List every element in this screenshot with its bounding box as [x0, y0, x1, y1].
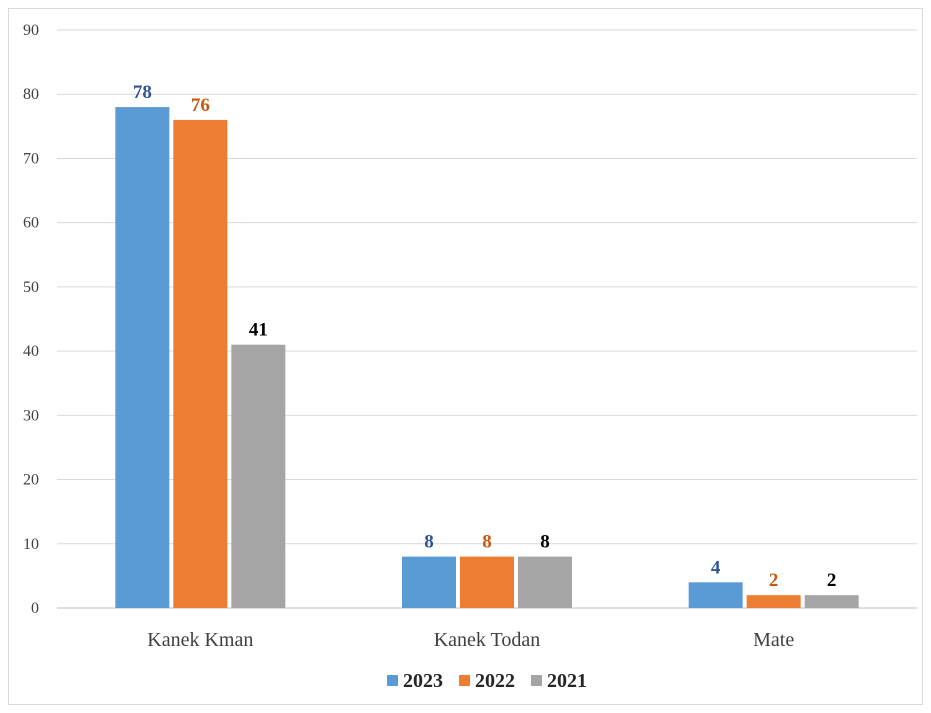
y-tick-label: 40 [23, 343, 39, 360]
legend-label-2021: 2021 [547, 670, 587, 692]
y-tick-label: 90 [23, 22, 39, 39]
data-label-2022-0: 76 [191, 95, 210, 116]
y-tick-label: 0 [31, 600, 39, 617]
category-label: Mate [753, 629, 794, 651]
legend-swatch-2021 [531, 675, 542, 686]
y-tick-label: 50 [23, 279, 39, 296]
data-label-2021-2: 2 [827, 570, 837, 591]
category-label: Kanek Kman [147, 629, 253, 651]
y-tick-label: 30 [23, 407, 39, 424]
data-label-2022-2: 2 [769, 570, 779, 591]
bar-2023-2 [688, 582, 743, 608]
y-tick-label: 80 [23, 86, 39, 103]
bar-2022-2 [746, 595, 801, 608]
chart-frame: 0 10 20 30 40 50 60 70 80 90 78 76 41 8 8 8 4 2 2 Kanek K… [8, 8, 923, 705]
data-label-2021-1: 8 [540, 532, 550, 553]
legend-label-2022: 2022 [475, 670, 515, 692]
bar-2022-1 [460, 556, 514, 608]
category-label: Kanek Todan [434, 629, 541, 651]
bar-chart: 0 10 20 30 40 50 60 70 80 90 78 76 41 8 8 8 4 2 2 Kanek K… [23, 22, 917, 692]
legend: 2023 2022 2021 [387, 670, 587, 692]
data-label-2022-1: 8 [482, 532, 492, 553]
bar-2021-0 [231, 344, 286, 608]
bar-2021-1 [518, 556, 572, 608]
y-tick-label: 60 [23, 215, 39, 232]
data-label-2023-0: 78 [133, 82, 152, 103]
data-label-2021-0: 41 [249, 320, 268, 341]
data-label-2023-1: 8 [424, 532, 434, 553]
bar-2022-0 [173, 119, 228, 609]
legend-swatch-2023 [387, 675, 398, 686]
y-tick-label: 70 [23, 150, 39, 167]
bars [115, 107, 859, 609]
y-axis-ticks: 0 10 20 30 40 50 60 70 80 90 [23, 22, 39, 617]
x-axis-categories: Kanek Kman Kanek Todan Mate [147, 629, 794, 651]
data-labels: 78 76 41 8 8 8 4 2 2 [133, 82, 837, 591]
y-tick-label: 20 [23, 472, 39, 489]
bar-2023-0 [115, 107, 170, 609]
bar-2023-1 [402, 556, 456, 608]
bar-2021-2 [804, 595, 859, 608]
legend-label-2023: 2023 [403, 670, 443, 692]
y-tick-label: 10 [23, 536, 39, 553]
data-label-2023-2: 4 [711, 557, 721, 578]
legend-swatch-2022 [459, 675, 470, 686]
